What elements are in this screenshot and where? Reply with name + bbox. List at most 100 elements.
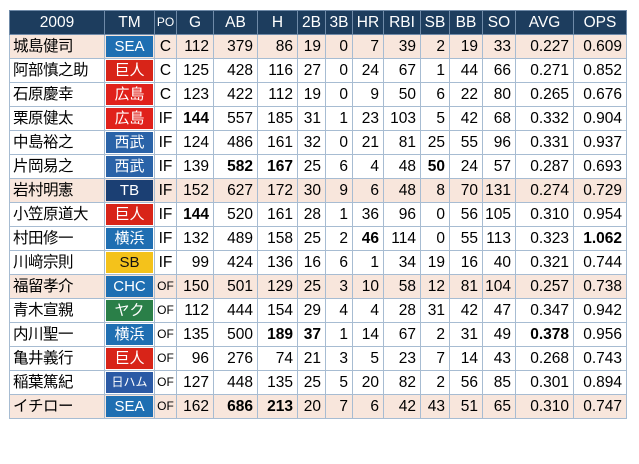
table-row: 阿部慎之助 巨人 C 125 428 116 27 0 24 67 1 44 66 0.271 0.852 [9, 58, 627, 83]
stat-ab: 428 [213, 58, 258, 83]
stat-avg: 0.310 [515, 394, 574, 419]
stat-g: 127 [176, 370, 214, 395]
stat-ops: 0.904 [573, 106, 627, 131]
stat-so: 131 [482, 178, 516, 203]
year-header: 2009 [9, 10, 105, 35]
stat-2b: 21 [297, 346, 326, 371]
stat-bb: 70 [449, 178, 483, 203]
col-header-po: PO [154, 10, 177, 35]
stat-g: 124 [176, 130, 214, 155]
stat-ab: 379 [213, 34, 258, 59]
stat-sb: 12 [420, 274, 450, 299]
position-cell: OF [154, 322, 177, 347]
stat-avg: 0.268 [515, 346, 574, 371]
stat-avg: 0.227 [515, 34, 574, 59]
position-cell: C [154, 82, 177, 107]
stat-h: 172 [257, 178, 298, 203]
stat-bb: 44 [449, 58, 483, 83]
stat-rbi: 81 [383, 130, 421, 155]
stat-3b: 7 [325, 394, 353, 419]
stat-avg: 0.321 [515, 250, 574, 275]
position-cell: C [154, 58, 177, 83]
stat-bb: 81 [449, 274, 483, 299]
stat-rbi: 103 [383, 106, 421, 131]
stat-2b: 25 [297, 370, 326, 395]
stat-ops: 0.937 [573, 130, 627, 155]
stat-3b: 9 [325, 178, 353, 203]
stat-3b: 0 [325, 58, 353, 83]
col-header-rbi: RBI [383, 10, 421, 35]
team-cell: TB [104, 178, 155, 203]
team-badge: 横浜 [106, 324, 153, 345]
position-cell: C [154, 34, 177, 59]
player-name: イチロー [9, 394, 105, 419]
team-cell: 西武 [104, 154, 155, 179]
stat-rbi: 82 [383, 370, 421, 395]
player-name: 村田修一 [9, 226, 105, 251]
stat-hr: 36 [352, 202, 384, 227]
player-name: 亀井義行 [9, 346, 105, 371]
stat-3b: 2 [325, 226, 353, 251]
stat-3b: 1 [325, 202, 353, 227]
stats-table: 2009 TM PO G AB H 2B 3B HR RBI SB BB SO … [9, 10, 627, 419]
stat-so: 66 [482, 58, 516, 83]
stat-sb: 2 [420, 322, 450, 347]
stat-ops: 0.693 [573, 154, 627, 179]
table-row: 中島裕之 西武 IF 124 486 161 32 0 21 81 25 55 96 0.331 0.937 [9, 130, 627, 155]
stat-rbi: 39 [383, 34, 421, 59]
team-badge: ヤク [106, 300, 153, 321]
team-badge: 西武 [106, 156, 153, 177]
table-row: 栗原健太 広島 IF 144 557 185 31 1 23 103 5 42 68 0.332 0.904 [9, 106, 627, 131]
stat-so: 105 [482, 202, 516, 227]
stat-avg: 0.310 [515, 202, 574, 227]
stat-ab: 500 [213, 322, 258, 347]
stat-g: 139 [176, 154, 214, 179]
col-header-bb: BB [449, 10, 483, 35]
table-row: 片岡易之 西武 IF 139 582 167 25 6 4 48 50 24 57 0.287 0.693 [9, 154, 627, 179]
header-row: 2009 TM PO G AB H 2B 3B HR RBI SB BB SO … [9, 10, 627, 35]
stat-3b: 1 [325, 322, 353, 347]
team-badge: 巨人 [106, 348, 153, 369]
stat-h: 154 [257, 298, 298, 323]
stat-so: 40 [482, 250, 516, 275]
player-name: 中島裕之 [9, 130, 105, 155]
col-header-3b: 3B [325, 10, 353, 35]
stat-so: 43 [482, 346, 516, 371]
stat-avg: 0.347 [515, 298, 574, 323]
stat-2b: 25 [297, 274, 326, 299]
player-name: 石原慶幸 [9, 82, 105, 107]
table-row: 岩村明憲 TB IF 152 627 172 30 9 6 48 8 70 131 0.274 0.729 [9, 178, 627, 203]
stat-ab: 582 [213, 154, 258, 179]
table-row: 稲葉篤紀 日ハム OF 127 448 135 25 5 20 82 2 56 85 0.301 0.894 [9, 370, 627, 395]
stat-2b: 19 [297, 82, 326, 107]
stat-3b: 0 [325, 82, 353, 107]
stat-ab: 520 [213, 202, 258, 227]
stat-ab: 276 [213, 346, 258, 371]
table-row: 亀井義行 巨人 OF 96 276 74 21 3 5 23 7 14 43 0.268 0.743 [9, 346, 627, 371]
stat-so: 113 [482, 226, 516, 251]
team-badge: SEA [106, 396, 153, 417]
stat-ab: 627 [213, 178, 258, 203]
position-cell: IF [154, 202, 177, 227]
position-cell: OF [154, 370, 177, 395]
stat-ops: 0.954 [573, 202, 627, 227]
player-name: 城島健司 [9, 34, 105, 59]
stat-ab: 557 [213, 106, 258, 131]
stat-so: 85 [482, 370, 516, 395]
stat-ops: 0.747 [573, 394, 627, 419]
stat-ab: 424 [213, 250, 258, 275]
stat-h: 129 [257, 274, 298, 299]
stat-g: 123 [176, 82, 214, 107]
stat-2b: 20 [297, 394, 326, 419]
stat-hr: 1 [352, 250, 384, 275]
stat-avg: 0.287 [515, 154, 574, 179]
stat-hr: 6 [352, 178, 384, 203]
stat-g: 112 [176, 298, 214, 323]
stat-2b: 28 [297, 202, 326, 227]
position-cell: OF [154, 346, 177, 371]
team-badge: 西武 [106, 132, 153, 153]
team-cell: 広島 [104, 82, 155, 107]
stat-sb: 19 [420, 250, 450, 275]
stat-rbi: 28 [383, 298, 421, 323]
stat-sb: 0 [420, 226, 450, 251]
